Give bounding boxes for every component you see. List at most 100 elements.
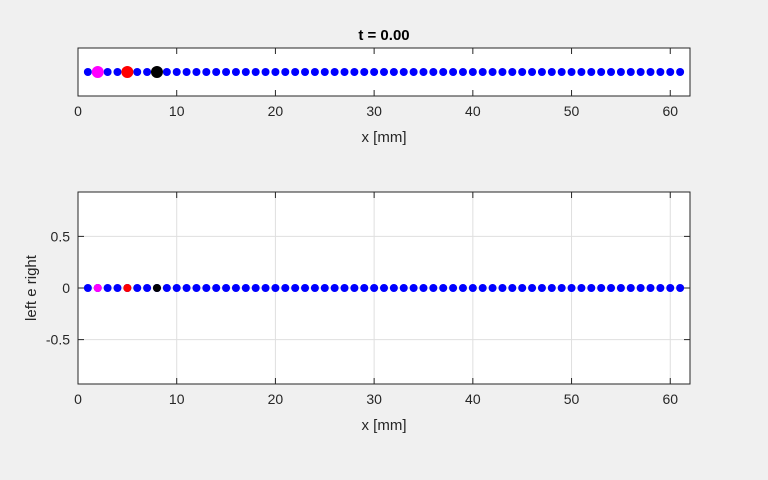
bottom-data-point [340,284,349,292]
top-data-point [281,68,290,76]
top-data-point [340,68,349,76]
bottom-data-point [271,284,280,292]
bottom-data-point [439,284,448,292]
top-data-point [212,68,221,76]
bottom-data-point [478,284,487,292]
bottom-data-point [577,284,586,292]
top-data-point [310,68,319,76]
bottom-y-axis-label: left e right [23,254,40,321]
bottom-data-point [626,284,635,292]
bottom-data-point [666,284,675,292]
top-data-point [458,68,467,76]
bottom-data-point [468,284,477,292]
bottom-data-point [636,284,645,292]
top-x-tick-label: 0 [74,103,82,119]
bottom-data-point [607,284,616,292]
bottom-data-point [222,284,231,292]
top-data-point [646,68,655,76]
bottom-x-tick-label: 30 [366,391,382,407]
bottom-data-point [251,284,260,292]
top-data-point [121,66,134,78]
bottom-axes: 0 10 20 30 40 50 60 -0.5 0 0.5 x [mm] left e righ… [23,191,691,434]
bottom-data-point [330,284,339,292]
bottom-x-axis-label: x [mm] [362,417,407,434]
top-data-point [291,68,300,76]
bottom-data-point [498,284,507,292]
bottom-data-point [528,284,537,292]
bottom-x-tick-label: 40 [465,391,481,407]
bottom-data-point [93,284,102,292]
bottom-data-point [360,284,369,292]
bottom-data-point [458,284,467,292]
bottom-data-point [429,284,438,292]
bottom-data-point [370,284,379,292]
top-data-point [389,68,398,76]
bottom-x-tick-label: 10 [169,391,185,407]
top-data-point [498,68,507,76]
top-data-point [143,68,152,76]
top-data-point [577,68,586,76]
bottom-data-point [557,284,566,292]
bottom-data-point [202,284,211,292]
bottom-y-tick-label: -0.5 [46,332,70,348]
top-data-point [113,68,122,76]
top-data-point [182,68,191,76]
top-data-point [429,68,438,76]
top-data-point [320,68,329,76]
top-data-point [350,68,359,76]
bottom-data-point [518,284,527,292]
bottom-data-point [261,284,270,292]
top-data-point [636,68,645,76]
top-data-point [587,68,596,76]
bottom-data-point [231,284,240,292]
top-data-point [616,68,625,76]
top-data-point [547,68,556,76]
top-data-point [162,68,171,76]
bottom-x-tick-label: 20 [268,391,284,407]
top-data-point [488,68,497,76]
bottom-data-point [508,284,517,292]
top-data-point [478,68,487,76]
bottom-data-point [172,284,181,292]
top-x-tick-label: 20 [268,103,284,119]
bottom-data-point [567,284,576,292]
bottom-data-point [399,284,408,292]
top-data-point [597,68,606,76]
bottom-data-point [281,284,290,292]
bottom-y-tick-label: 0.5 [51,228,71,244]
bottom-data-point [143,284,152,292]
top-data-point [508,68,517,76]
top-data-point [330,68,339,76]
top-data-point [468,68,477,76]
bottom-data-point [656,284,665,292]
top-data-point [439,68,448,76]
bottom-data-point [409,284,418,292]
bottom-data-point [133,284,142,292]
bottom-data-point [587,284,596,292]
top-data-point [399,68,408,76]
top-data-point [150,66,163,78]
top-data-point [251,68,260,76]
bottom-data-point [241,284,250,292]
bottom-data-point [152,284,161,292]
top-data-point [231,68,240,76]
top-data-point [271,68,280,76]
top-x-tick-label: 30 [366,103,382,119]
bottom-data-point [616,284,625,292]
bottom-x-tick-label: 50 [564,391,580,407]
bottom-data-point [83,284,92,292]
top-data-point [261,68,270,76]
top-data-point [449,68,458,76]
bottom-data-point [212,284,221,292]
top-axes-box [77,47,691,97]
top-data-point [192,68,201,76]
top-data-point [528,68,537,76]
top-data-point [301,68,310,76]
top-x-tick-label: 60 [662,103,678,119]
bottom-data-point [182,284,191,292]
top-x-tick-label: 10 [169,103,185,119]
bottom-data-point [488,284,497,292]
bottom-data-point [389,284,398,292]
top-data-point [676,68,685,76]
